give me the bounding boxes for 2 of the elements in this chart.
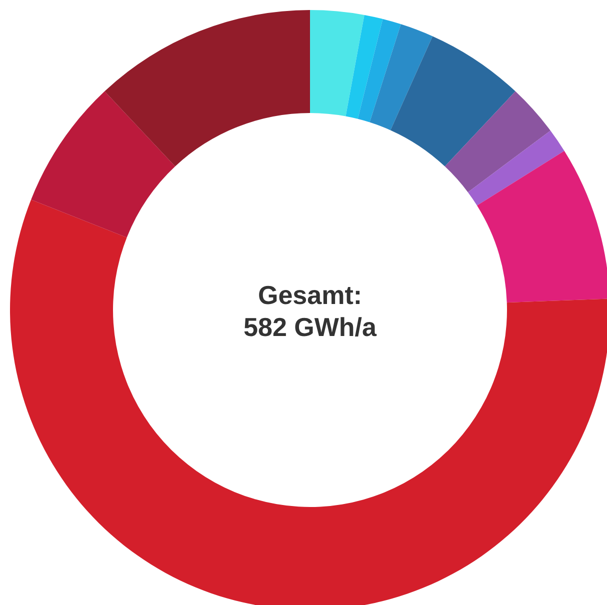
text: Gesamt:	[258, 280, 362, 310]
text: 582 GWh/a	[244, 312, 378, 342]
